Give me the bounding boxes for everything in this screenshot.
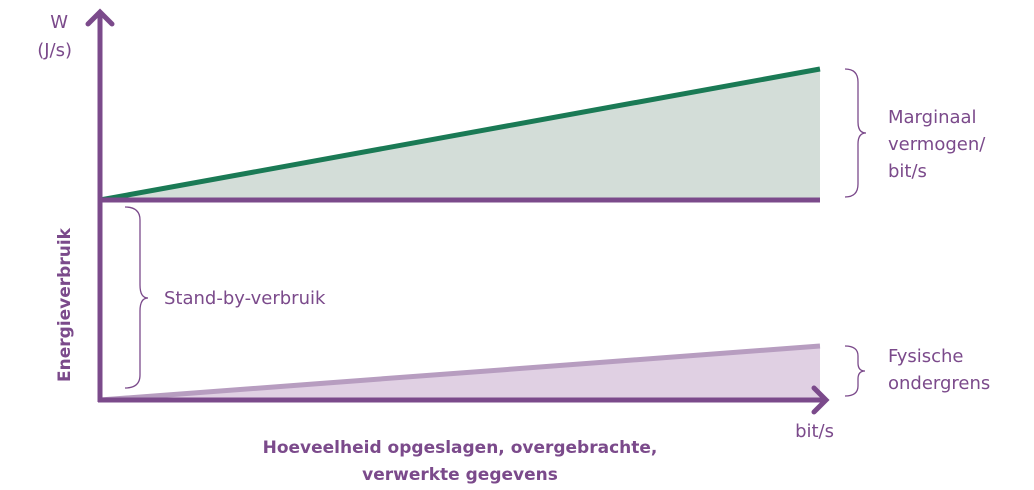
y-label: Energieverbruik [55,227,75,382]
physical-brace [844,345,866,397]
annotation: Fysische [888,346,964,367]
marginal-line [99,66,821,203]
annotation: Stand-by-verbruik [164,288,326,309]
physical-line [99,343,821,403]
annotation: Marginaal [888,107,977,128]
marginal-brace [844,68,867,198]
annotation: vermogen/ [888,134,986,155]
x-label: verwerkte gegevens [362,465,558,485]
x-axis-arrow [811,385,830,415]
y-unit: (J/s) [37,40,72,61]
annotation: ondergrens [888,373,990,394]
annotation: bit/s [888,161,927,182]
x-label: Hoeveelheid opgeslagen, overgebrachte, [263,438,658,458]
standby-brace [124,206,149,389]
y-unit: W [50,12,68,33]
y-axis-arrow [85,8,115,27]
x-unit: bit/s [795,421,834,442]
